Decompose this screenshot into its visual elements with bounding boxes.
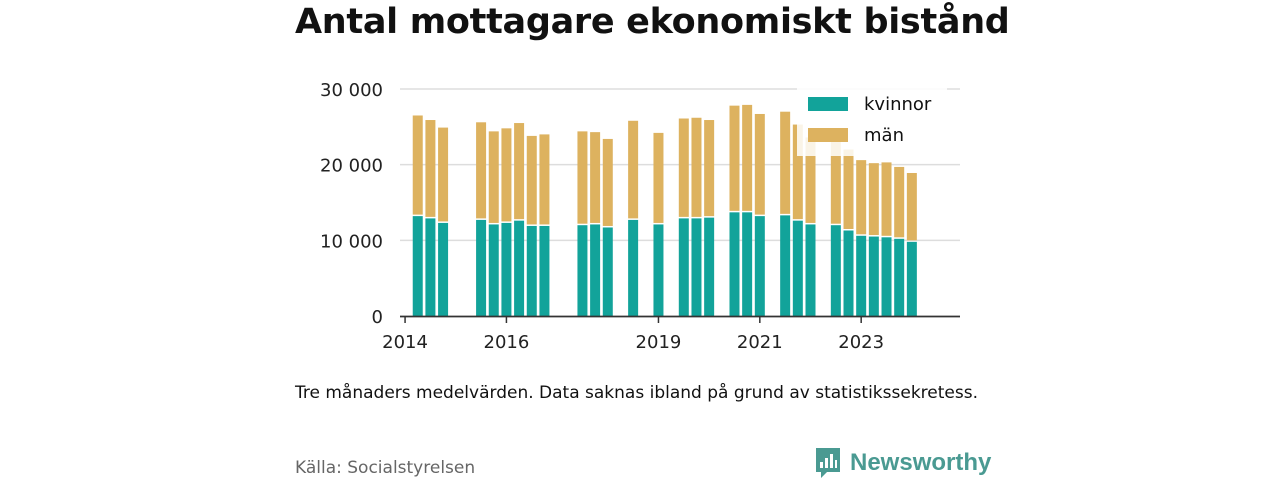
y-axis-ticks: 0 10 000 20 000 30 000 [320,80,383,328]
stacked-bar-chart: 0 10 000 20 000 30 000 2014 2016 2019 2021 2023… [320,80,960,353]
bar-kvinnor [438,222,449,316]
x-tick-label: 2016 [484,332,530,353]
bar-man [476,122,487,219]
bar-man [894,166,905,238]
y-tick-label: 30 000 [320,80,383,101]
legend: kvinnor män [797,86,947,156]
bars [412,104,917,316]
bar-kvinnor [843,230,854,316]
newsworthy-logo-icon [816,448,840,478]
bar-kvinnor [830,225,841,316]
bar-kvinnor [425,218,436,316]
bar-man [590,132,601,223]
x-tick-label: 2014 [382,332,428,353]
bar-man [653,132,664,223]
bar-kvinnor [754,216,765,316]
bar-man [691,117,702,217]
bar-man [742,104,753,211]
bar-kvinnor [628,219,639,316]
bar-man [729,105,740,211]
bar-man [792,124,803,220]
source-text: Källa: Socialstyrelsen [295,458,476,478]
bar-man [754,113,765,215]
bar-man [628,120,639,219]
bar-kvinnor [704,217,715,316]
bar-kvinnor [780,215,791,316]
bar-man [501,128,512,222]
bar-man [856,160,867,235]
newsworthy-brand: Newsworthy [814,446,991,480]
bar-kvinnor [742,212,753,316]
bar-man [488,131,499,223]
bar-kvinnor [792,220,803,316]
legend-label: män [864,125,904,146]
bar-man [577,131,588,224]
legend-label: kvinnor [864,94,932,115]
bar-man [780,111,791,214]
bar-kvinnor [678,218,689,316]
bar-man [805,137,816,223]
bar-kvinnor [653,224,664,316]
brand-name: Newsworthy [850,449,992,476]
bar-kvinnor [526,225,537,316]
bar-man [412,115,423,215]
chart-title: Antal mottagare ekonomiskt bistånd [295,2,1010,42]
bar-man [704,120,715,217]
chart-note: Tre månaders medelvärden. Data saknas ib… [295,383,978,403]
bar-man [868,163,879,236]
bar-kvinnor [412,216,423,316]
bar-kvinnor [868,236,879,316]
bar-kvinnor [501,222,512,316]
x-tick-label: 2023 [838,332,884,353]
bar-kvinnor [514,220,525,316]
y-tick-label: 20 000 [320,156,383,177]
x-axis-ticks: 2014 2016 2019 2021 2023 [382,316,884,353]
y-tick-label: 0 [372,307,383,328]
bar-man [539,134,550,225]
bar-man [843,149,854,229]
x-tick-label: 2019 [636,332,682,353]
bar-kvinnor [476,219,487,316]
bar-kvinnor [729,212,740,316]
bar-kvinnor [805,224,816,316]
bar-kvinnor [539,225,550,316]
bar-kvinnor [691,218,702,316]
bar-kvinnor [881,237,892,316]
bar-kvinnor [856,235,867,316]
bar-man [906,172,917,241]
bar-man [881,162,892,236]
x-tick-label: 2021 [737,332,783,353]
y-tick-label: 10 000 [320,231,383,252]
legend-swatch [808,97,848,111]
bar-man [425,120,436,217]
bar-man [526,135,537,225]
bar-man [602,138,613,226]
bar-kvinnor [590,224,601,316]
bar-kvinnor [602,227,613,316]
bar-kvinnor [906,241,917,316]
bar-kvinnor [894,238,905,316]
bar-man [830,138,841,224]
legend-swatch [808,128,848,142]
bar-man [678,118,689,217]
bar-kvinnor [577,225,588,316]
bar-kvinnor [488,224,499,316]
bar-man [438,127,449,222]
bar-man [514,123,525,220]
